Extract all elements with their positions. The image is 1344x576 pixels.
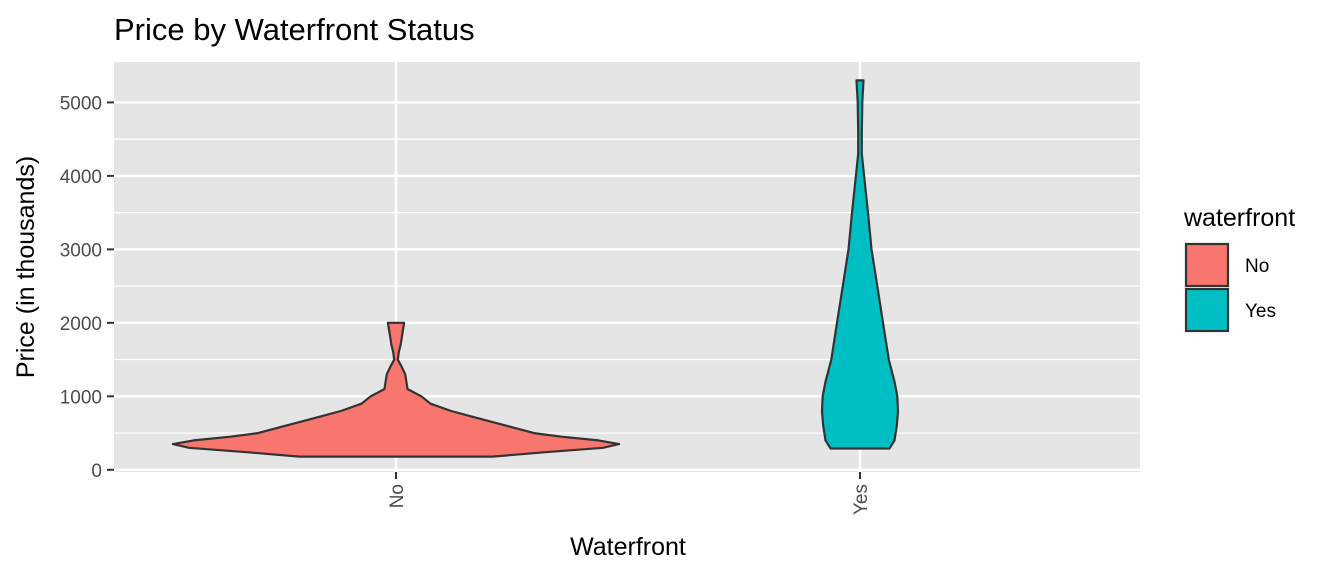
grid-minor (114, 138, 1140, 434)
x-tick-label: Yes (851, 484, 872, 515)
y-axis: 0 1000 2000 3000 4000 5000 (60, 93, 114, 482)
y-tick-label: 4000 (60, 167, 102, 188)
legend: waterfront No Yes (1183, 204, 1295, 333)
y-tick-label: 3000 (60, 240, 102, 261)
y-tick-label: 2000 (60, 314, 102, 335)
y-tick-label: 0 (91, 461, 102, 482)
y-axis-title: Price (in thousands) (12, 156, 40, 378)
violins (171, 79, 900, 458)
legend-label-no: No (1245, 256, 1269, 277)
violin-yes (820, 79, 900, 450)
chart-title: Price by Waterfront Status (114, 12, 475, 47)
x-tick-label: No (387, 484, 408, 508)
violin-no (171, 321, 621, 458)
legend-key-yes (1184, 287, 1230, 333)
legend-label-yes: Yes (1245, 301, 1276, 322)
y-tick-label: 5000 (60, 93, 102, 114)
legend-title: waterfront (1183, 204, 1295, 232)
legend-key-no (1184, 242, 1230, 288)
x-axis: No Yes (387, 472, 872, 515)
plot-panel (114, 62, 1140, 472)
y-tick-label: 1000 (60, 387, 102, 408)
x-axis-title: Waterfront (570, 533, 686, 561)
